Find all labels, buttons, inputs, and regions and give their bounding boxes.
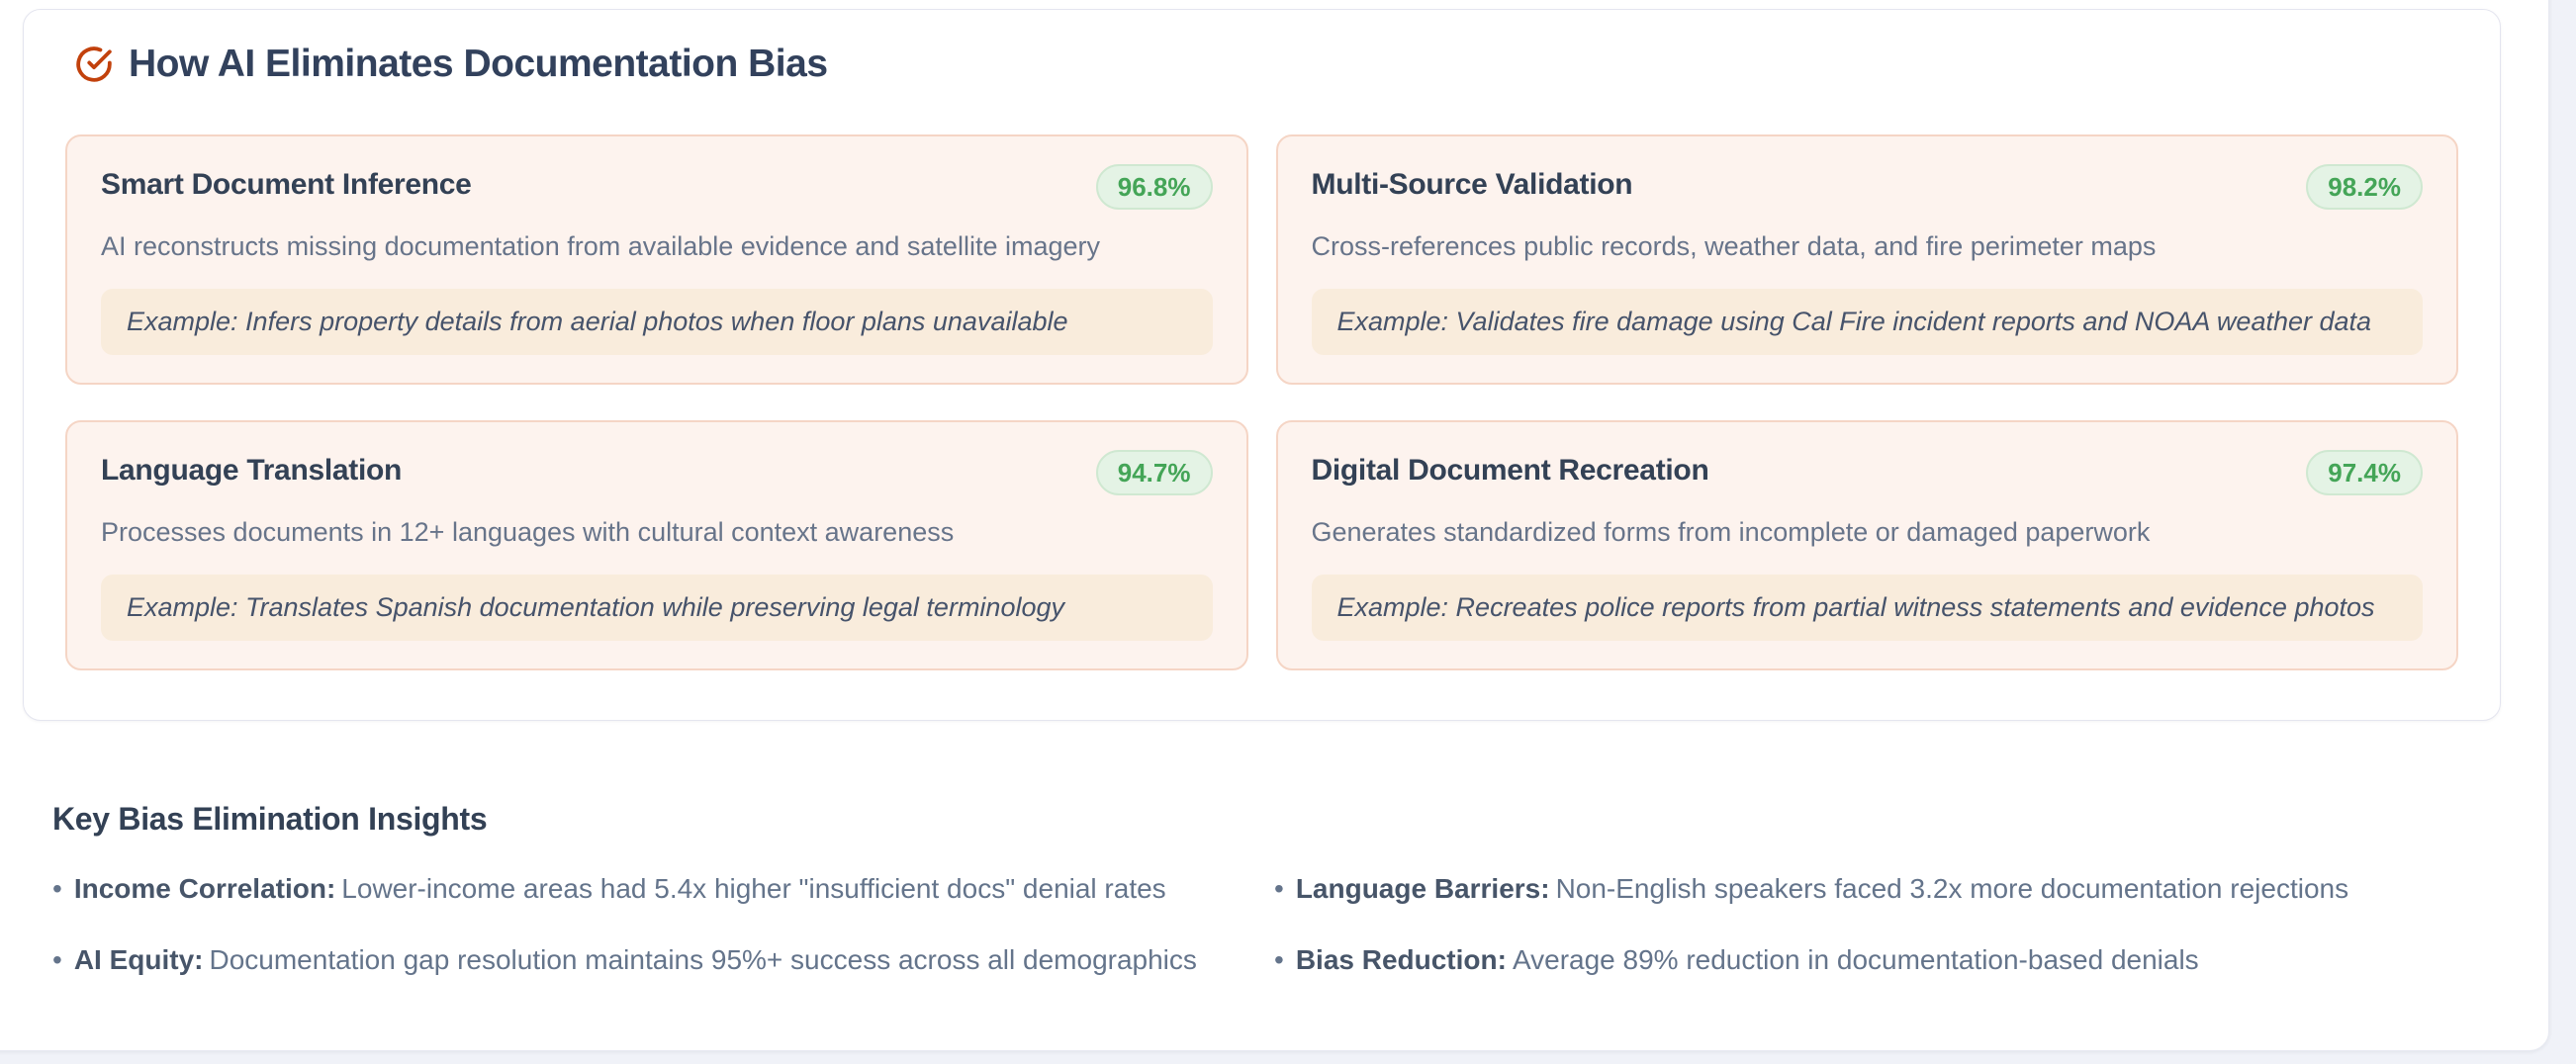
card-title: Multi-Source Validation	[1311, 168, 1633, 201]
example-box: Example: Recreates police reports from p…	[1311, 575, 2423, 641]
insight-ai-equity: • AI Equity: Documentation gap resolution …	[52, 942, 1274, 978]
card-description: Generates standardized forms from incomp…	[1311, 517, 2151, 547]
card-title: Language Translation	[101, 454, 403, 487]
insight-label: Bias Reduction:	[1295, 944, 1507, 975]
insight-text: Average 89% reduction in documentation-b…	[1512, 944, 2199, 975]
bullet-icon: •	[1274, 873, 1284, 904]
example-text: Example: Translates Spanish documentatio…	[127, 592, 1064, 622]
section-header: How AI Eliminates Documentation Bias	[75, 42, 2458, 87]
feature-card-digital-document-recreation: Digital Document Recreation 97.4% Genera…	[1275, 420, 2458, 670]
feature-cards-grid: Smart Document Inference 96.8% AI recons…	[65, 134, 2458, 670]
bullet-icon: •	[1274, 944, 1284, 975]
success-rate-badge: 97.4%	[2306, 450, 2423, 495]
card-title: Smart Document Inference	[101, 168, 472, 201]
card-header: Multi-Source Validation 98.2%	[1311, 164, 2423, 210]
insight-text: Lower-income areas had 5.4x higher "insu…	[341, 873, 1166, 904]
insight-text: Documentation gap resolution maintains 9…	[209, 944, 1197, 975]
example-text: Example: Recreates police reports from p…	[1336, 592, 2375, 622]
feature-card-smart-document-inference: Smart Document Inference 96.8% AI recons…	[65, 134, 1248, 385]
example-box: Example: Translates Spanish documentatio…	[101, 575, 1213, 641]
example-box: Example: Validates fire damage using Cal…	[1311, 289, 2423, 355]
example-text: Example: Infers property details from ae…	[127, 307, 1068, 336]
bullet-icon: •	[52, 944, 62, 975]
check-circle-icon	[76, 46, 112, 82]
bullet-icon: •	[52, 873, 62, 904]
insight-label: AI Equity:	[73, 944, 204, 975]
insight-bias-reduction: • Bias Reduction: Average 89% reduction in…	[1274, 942, 2496, 978]
example-text: Example: Validates fire damage using Cal…	[1336, 307, 2372, 336]
success-rate-badge: 94.7%	[1095, 450, 1213, 495]
insight-label: Language Barriers:	[1295, 873, 1550, 904]
card-header: Language Translation 94.7%	[101, 450, 1213, 495]
card-description: Processes documents in 12+ languages wit…	[101, 517, 955, 547]
insights-grid: • Income Correlation: Lower-income areas h…	[52, 871, 2496, 978]
main-panel: How AI Eliminates Documentation Bias Sma…	[0, 0, 2549, 1051]
insight-income-correlation: • Income Correlation: Lower-income areas h…	[52, 871, 1274, 907]
insight-language-barriers: • Language Barriers: Non-English speakers …	[1274, 871, 2496, 907]
card-header: Digital Document Recreation 97.4%	[1311, 450, 2423, 495]
card-title: Digital Document Recreation	[1311, 454, 1709, 487]
feature-card-language-translation: Language Translation 94.7% Processes doc…	[65, 420, 1248, 670]
section-title: How AI Eliminates Documentation Bias	[129, 43, 828, 85]
feature-card-multi-source-validation: Multi-Source Validation 98.2% Cross-refe…	[1275, 134, 2458, 385]
card-description: AI reconstructs missing documentation fr…	[101, 231, 1100, 261]
insights-title: Key Bias Elimination Insights	[52, 801, 488, 837]
success-rate-badge: 96.8%	[1095, 164, 1213, 210]
card-description: Cross-references public records, weather…	[1311, 231, 2157, 261]
documentation-bias-section: How AI Eliminates Documentation Bias Sma…	[23, 9, 2501, 721]
insights-section: Key Bias Elimination Insights • Income Co…	[52, 798, 2496, 978]
insight-text: Non-English speakers faced 3.2x more doc…	[1555, 873, 2349, 904]
example-box: Example: Infers property details from ae…	[101, 289, 1213, 355]
insight-label: Income Correlation:	[73, 873, 336, 904]
card-header: Smart Document Inference 96.8%	[101, 164, 1213, 210]
success-rate-badge: 98.2%	[2306, 164, 2423, 210]
